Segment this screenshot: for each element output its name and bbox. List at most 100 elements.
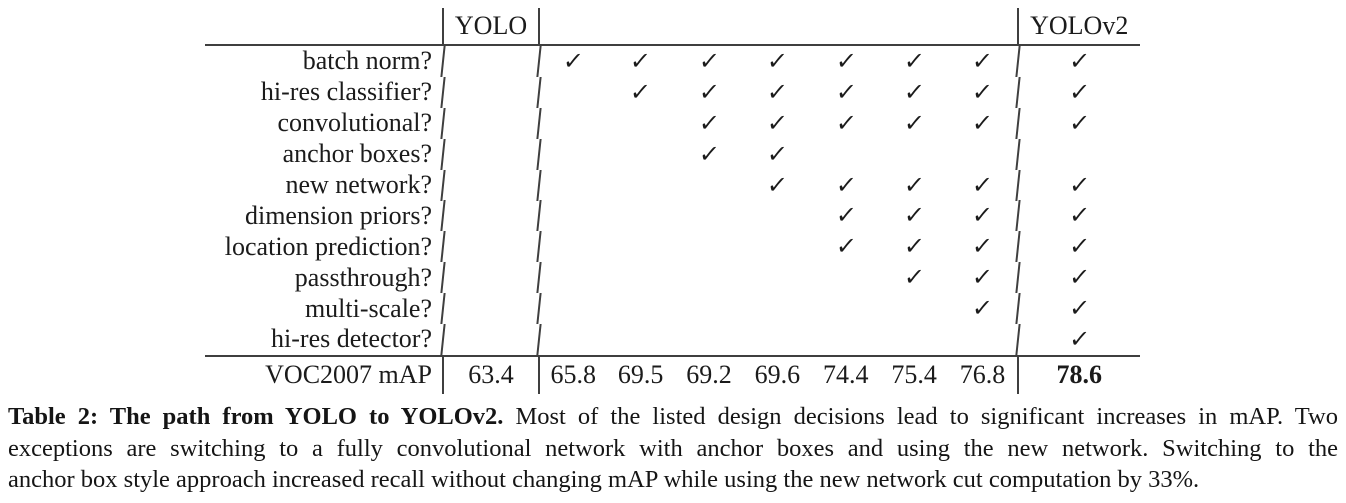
empty-cell: [536, 324, 609, 355]
header-spacer: [880, 8, 948, 44]
empty-cell: [742, 262, 814, 293]
row-label: dimension priors?: [244, 200, 432, 230]
empty-cell: [742, 324, 814, 355]
table-body: batch norm? ✓ ✓ ✓ ✓ ✓ ✓ ✓ ✓ hi-res classifier? ✓ ✓ ✓…: [205, 44, 1142, 357]
header-spacer: [675, 8, 743, 44]
caption-title: Table 2: The path from YOLO to YOLOv2.: [8, 403, 504, 430]
check-icon: ✓: [697, 109, 721, 138]
check-icon: ✓: [971, 78, 995, 107]
row-label: location prediction?: [224, 231, 432, 261]
empty-cell: [673, 200, 745, 231]
check-icon: ✓: [834, 109, 858, 138]
check-icon: ✓: [902, 47, 926, 76]
map-value: 65.8: [538, 356, 606, 394]
empty-cell: [536, 107, 609, 139]
empty-cell: [536, 200, 609, 232]
check-icon: ✓: [971, 109, 995, 138]
map-result-row: VOC2007 mAP 63.4 65.8 69.5 69.2 69.6 74.4 75.4 7…: [205, 356, 1140, 394]
map-value: 69.6: [754, 360, 801, 390]
table-row: new network? ✓ ✓ ✓ ✓ ✓: [205, 169, 1142, 201]
table-row: multi-scale? ✓ ✓: [205, 293, 1142, 325]
caption-line-1: Table 2: The path from YOLO to YOLOv2. M…: [8, 401, 1338, 433]
empty-cell: [810, 262, 882, 293]
empty-cell: [440, 293, 540, 325]
check-icon: ✓: [765, 140, 789, 169]
check-icon: ✓: [1015, 324, 1142, 355]
header-spacer: [743, 8, 811, 44]
empty-cell: [440, 262, 540, 294]
empty-cell: [440, 138, 540, 170]
empty-cell: [605, 108, 677, 139]
header-spacer: [606, 8, 674, 44]
map-value: 69.5: [617, 360, 664, 390]
map-value: 63.4: [442, 356, 538, 394]
table-row: dimension priors? ✓ ✓ ✓ ✓: [205, 200, 1142, 232]
row-label: hi-res classifier?: [260, 77, 432, 107]
empty-cell: [536, 76, 609, 108]
map-value: 74.4: [823, 360, 869, 390]
empty-cell: [810, 139, 882, 170]
check-icon: ✓: [765, 78, 789, 107]
empty-cell: [440, 169, 540, 201]
map-value: 75.4: [891, 360, 937, 390]
check-icon: ✓: [697, 78, 721, 107]
table-row: convolutional? ✓ ✓ ✓ ✓ ✓ ✓: [205, 107, 1142, 139]
row-label: new network?: [285, 170, 432, 199]
check-icon: ✓: [834, 47, 858, 76]
check-icon: ✓: [765, 109, 789, 138]
check-icon: ✓: [1015, 200, 1142, 232]
row-label: anchor boxes?: [282, 139, 432, 169]
empty-cell: [605, 170, 677, 201]
check-icon: ✓: [1015, 293, 1142, 325]
empty-cell: [742, 293, 814, 324]
empty-cell: [742, 200, 814, 231]
check-icon: ✓: [971, 232, 995, 261]
empty-cell: [605, 200, 677, 231]
caption-line-1-text: Most of the listed design decisions lead…: [515, 403, 1338, 430]
map-value: 76.8: [959, 360, 1006, 390]
check-icon: ✓: [971, 171, 995, 199]
empty-cell: [536, 231, 609, 263]
empty-cell: [536, 293, 609, 325]
check-icon: ✓: [1015, 46, 1142, 77]
check-icon: ✓: [765, 171, 789, 199]
table-row: hi-res detector? ✓: [205, 324, 1142, 355]
empty-cell: [440, 46, 540, 77]
empty-cell: [673, 170, 745, 201]
row-label: hi-res detector?: [271, 324, 432, 354]
empty-cell: [673, 324, 745, 355]
empty-cell: [440, 231, 540, 263]
row-label: multi-scale?: [304, 293, 432, 323]
check-icon: ✓: [1015, 169, 1142, 201]
empty-cell: [536, 138, 609, 170]
empty-cell: [742, 231, 814, 262]
check-icon: ✓: [629, 78, 653, 107]
caption-line-3: anchor box style approach increased reca…: [8, 466, 1200, 493]
table-row: anchor boxes? ✓ ✓: [205, 138, 1142, 170]
check-icon: ✓: [902, 263, 926, 292]
empty-cell: [605, 324, 677, 355]
check-icon: ✓: [697, 140, 721, 169]
empty-cell: [1015, 138, 1142, 170]
check-icon: ✓: [834, 171, 858, 199]
check-icon: ✓: [971, 47, 995, 76]
check-icon: ✓: [902, 171, 926, 199]
table-header-row: YOLO YOLOv2: [205, 8, 1140, 44]
empty-cell: [605, 139, 677, 170]
empty-cell: [878, 139, 950, 170]
table-row: hi-res classifier? ✓ ✓ ✓ ✓ ✓ ✓ ✓: [205, 76, 1142, 108]
check-icon: ✓: [971, 263, 995, 292]
empty-cell: [605, 231, 677, 262]
check-icon: ✓: [629, 47, 653, 76]
map-value: 69.2: [686, 360, 732, 390]
empty-cell: [536, 169, 609, 201]
empty-cell: [605, 262, 677, 293]
header-spacer: [205, 8, 442, 44]
table-caption: Table 2: The path from YOLO to YOLOv2. M…: [8, 401, 1338, 496]
check-icon: ✓: [765, 47, 789, 76]
empty-cell: [810, 293, 882, 324]
check-icon: ✓: [971, 201, 995, 230]
col-header-yolo: YOLO: [442, 8, 538, 44]
empty-cell: [440, 107, 540, 139]
